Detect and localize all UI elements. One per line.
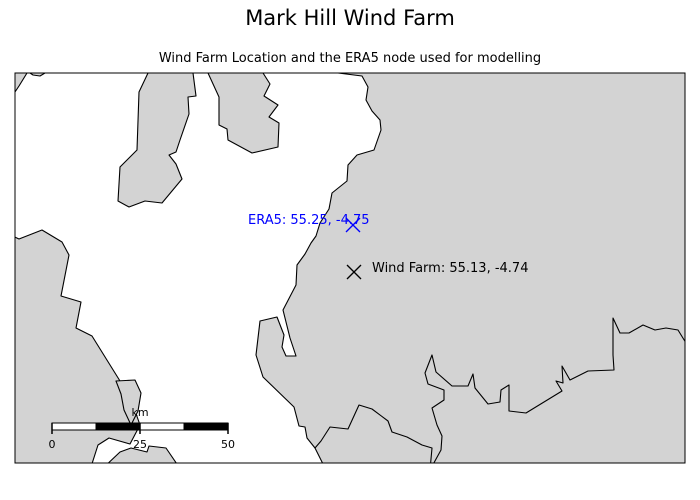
arran-landmass <box>207 73 280 154</box>
wind-farm-marker: Wind Farm: 55.13, -4.74 <box>346 261 528 280</box>
x-cross-icon <box>346 264 362 280</box>
map-title: Mark Hill Wind Farm <box>245 6 455 30</box>
inner-coast-landmass <box>314 404 433 463</box>
rhins-landmass <box>424 317 685 463</box>
mainland-landmass <box>255 73 685 463</box>
map-frame <box>14 72 686 464</box>
scale-tick-label: 50 <box>221 438 235 451</box>
era5-label: ERA5: 55.25, -4.75 <box>248 213 370 228</box>
kintyre-landmass <box>117 73 197 208</box>
era5-marker: ERA5: 55.25, -4.75 <box>248 213 370 233</box>
scale-tick-label: 25 <box>133 438 147 451</box>
map-subtitle: Wind Farm Location and the ERA5 node use… <box>158 51 542 66</box>
scale-segment <box>51 422 97 431</box>
landmasses <box>15 73 685 463</box>
wind-farm-label: Wind Farm: 55.13, -4.74 <box>372 261 528 276</box>
scale-unit-label: km <box>131 406 148 419</box>
small-island-landmass <box>115 379 142 426</box>
scale-segment <box>139 422 185 431</box>
southern-island-landmass <box>107 445 177 463</box>
scale-segment <box>183 422 229 431</box>
scale-segment <box>95 422 141 431</box>
x-cross-icon <box>345 217 361 233</box>
scale-bar: km 0 25 50 <box>49 406 236 451</box>
scale-tick-label: 0 <box>49 438 56 451</box>
west-coast-landmass <box>15 73 46 93</box>
